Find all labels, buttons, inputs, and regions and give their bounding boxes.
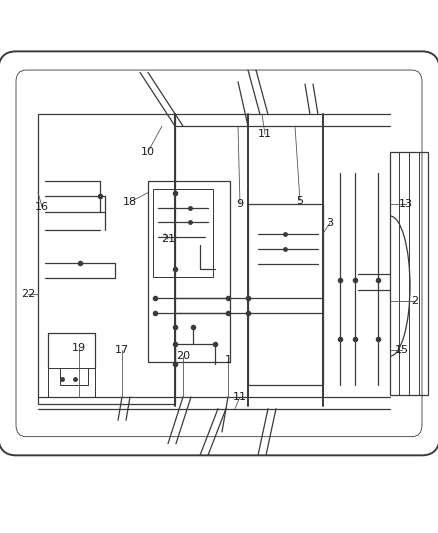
Bar — [48, 368, 95, 397]
Bar — [60, 368, 88, 385]
Text: 9: 9 — [237, 199, 244, 209]
Text: 11: 11 — [258, 130, 272, 139]
Text: 11: 11 — [233, 392, 247, 402]
Text: 10: 10 — [141, 147, 155, 157]
Bar — [153, 189, 213, 277]
Text: 21: 21 — [161, 235, 175, 244]
Text: 2: 2 — [411, 296, 419, 306]
Text: 17: 17 — [115, 345, 129, 356]
Text: 22: 22 — [21, 289, 35, 299]
Text: 1: 1 — [225, 354, 232, 365]
Text: 5: 5 — [297, 196, 304, 206]
Text: 20: 20 — [176, 351, 190, 361]
FancyBboxPatch shape — [0, 51, 438, 455]
Text: 15: 15 — [395, 345, 409, 356]
Text: 19: 19 — [72, 343, 86, 353]
Text: 18: 18 — [123, 197, 137, 207]
Text: 3: 3 — [326, 218, 333, 228]
Text: 13: 13 — [399, 199, 413, 209]
Bar — [390, 152, 428, 394]
Bar — [148, 181, 230, 362]
Bar — [38, 115, 175, 404]
Bar — [248, 204, 323, 385]
Text: 16: 16 — [35, 201, 49, 212]
